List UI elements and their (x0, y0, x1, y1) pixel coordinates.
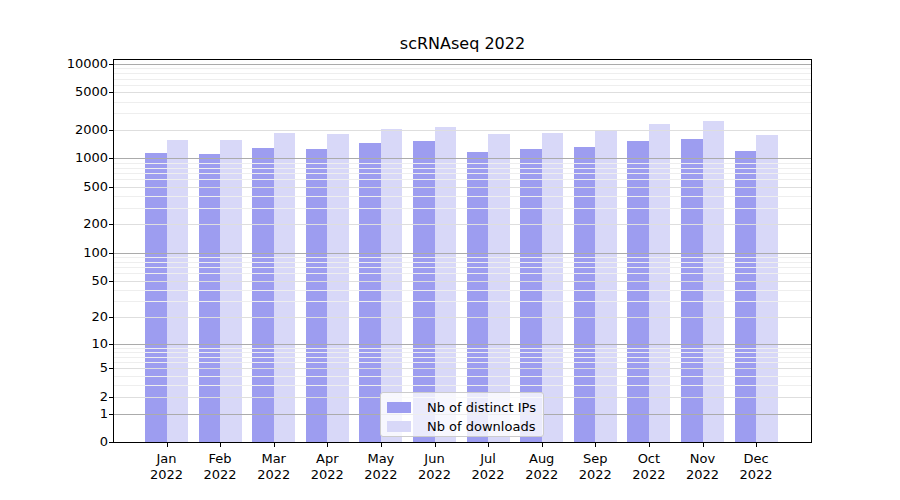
x-tick-mark-jun (435, 443, 436, 447)
y-tick-label-20: 20 (0, 309, 108, 325)
x-tick-mark-feb (220, 443, 221, 447)
minor-gridline-9 (114, 348, 811, 349)
minor-gridline-8000 (114, 73, 811, 74)
y-tick-label-500: 500 (0, 179, 108, 195)
y-tick-label-100: 100 (0, 245, 108, 261)
minor-gridline-4000 (114, 102, 811, 103)
chart-title: scRNAseq 2022 (113, 34, 812, 54)
minor-gridline-6000 (114, 85, 811, 86)
y-tick-mark-20 (109, 317, 113, 318)
y-tick-label-1: 1 (0, 406, 108, 422)
minor-gridline-7 (114, 357, 811, 358)
y-tick-label-200: 200 (0, 216, 108, 232)
minor-gridline-60 (114, 273, 811, 274)
y-tick-mark-50 (109, 281, 113, 282)
y-tick-mark-5000 (109, 92, 113, 93)
y-tick-label-5000: 5000 (0, 84, 108, 100)
x-tick-mark-jan (167, 443, 168, 447)
y-tick-mark-5 (109, 368, 113, 369)
legend-label-distinct-ips: Nb of distinct IPs (427, 400, 536, 416)
legend-label-downloads: Nb of downloads (427, 419, 535, 435)
minor-gridline-30 (114, 301, 811, 302)
minor-gridline-4 (114, 376, 811, 377)
y-tick-mark-2000 (109, 130, 113, 131)
legend-swatch-downloads (387, 421, 411, 432)
minor-gridline-8 (114, 352, 811, 353)
y-tick-label-10000: 10000 (0, 56, 108, 72)
x-tick-mark-oct (649, 443, 650, 447)
minor-gridline-700 (114, 173, 811, 174)
x-tick-mark-may (381, 443, 382, 447)
y-tick-label-5: 5 (0, 360, 108, 376)
minor-gridline-300 (114, 208, 811, 209)
gridline-1000 (114, 158, 811, 159)
y-tick-mark-200 (109, 224, 113, 225)
y-tick-label-1000: 1000 (0, 150, 108, 166)
y-tick-mark-100 (109, 253, 113, 254)
legend-item-downloads: Nb of downloads (387, 417, 537, 436)
gridline-20 (114, 317, 811, 318)
y-tick-mark-2 (109, 397, 113, 398)
grid-layer (114, 60, 811, 442)
y-tick-label-2: 2 (0, 389, 108, 405)
gridline-200 (114, 224, 811, 225)
minor-gridline-80 (114, 262, 811, 263)
y-tick-mark-10000 (109, 64, 113, 65)
legend: Nb of distinct IPs Nb of downloads (380, 392, 544, 437)
minor-gridline-70 (114, 267, 811, 268)
x-tick-mark-aug (542, 443, 543, 447)
y-tick-mark-10 (109, 344, 113, 345)
minor-gridline-800 (114, 168, 811, 169)
y-tick-label-50: 50 (0, 273, 108, 289)
x-tick-mark-sep (595, 443, 596, 447)
minor-gridline-600 (114, 179, 811, 180)
minor-gridline-900 (114, 163, 811, 164)
minor-gridline-400 (114, 196, 811, 197)
y-tick-label-2000: 2000 (0, 122, 108, 138)
gridline-500 (114, 187, 811, 188)
plot-area (113, 59, 812, 443)
minor-gridline-6 (114, 362, 811, 363)
minor-gridline-7000 (114, 79, 811, 80)
x-tick-mark-jul (488, 443, 489, 447)
figure: scRNAseq 2022 0 12 5 10 20 50 100 200 500 1000 200… (0, 0, 900, 500)
x-tick-mark-nov (703, 443, 704, 447)
legend-item-distinct-ips: Nb of distinct IPs (387, 398, 537, 417)
gridline-10000 (114, 64, 811, 65)
y-tick-label-0: 0 (0, 434, 108, 450)
x-tick-label-dec: Dec 2022 (724, 451, 788, 483)
gridline-100 (114, 253, 811, 254)
minor-gridline-40 (114, 290, 811, 291)
gridline-5 (114, 368, 811, 369)
y-tick-mark-1 (109, 414, 113, 415)
x-tick-mark-apr (327, 443, 328, 447)
gridline-5000 (114, 92, 811, 93)
gridline-50 (114, 281, 811, 282)
y-tick-label-10: 10 (0, 336, 108, 352)
gridline-10 (114, 344, 811, 345)
gridline-2000 (114, 130, 811, 131)
minor-gridline-3000 (114, 113, 811, 114)
minor-gridline-3 (114, 385, 811, 386)
y-tick-mark-0 (109, 442, 113, 443)
minor-gridline-90 (114, 257, 811, 258)
legend-swatch-distinct-ips (387, 402, 411, 413)
x-tick-mark-mar (274, 443, 275, 447)
minor-gridline-9000 (114, 68, 811, 69)
y-tick-mark-500 (109, 187, 113, 188)
x-tick-mark-dec (756, 443, 757, 447)
y-tick-mark-1000 (109, 158, 113, 159)
